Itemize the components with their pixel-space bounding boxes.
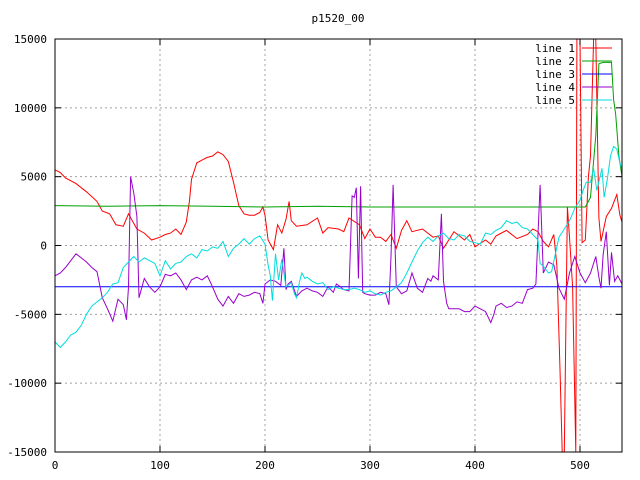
y-tick-label: 10000	[14, 102, 47, 115]
x-axis: 0 100 200 300 400 500	[52, 39, 590, 472]
legend-label: line 1	[535, 42, 575, 55]
x-tick-label: 400	[465, 459, 485, 472]
x-tick-label: 0	[52, 459, 59, 472]
y-axis: -15000 -10000 -5000 0 5000 10000 15000	[7, 33, 622, 459]
x-tick-label: 300	[360, 459, 380, 472]
series-line-5	[55, 145, 622, 349]
chart-title: p1520_00	[312, 12, 365, 25]
y-tick-label: 0	[40, 240, 47, 253]
y-tick-label: 5000	[21, 171, 48, 184]
y-tick-label: -5000	[14, 308, 47, 321]
y-tick-label: 15000	[14, 33, 47, 46]
legend-label: line 4	[535, 81, 575, 94]
y-tick-label: -15000	[7, 446, 47, 459]
x-tick-label: 100	[150, 459, 170, 472]
x-tick-label: 200	[255, 459, 275, 472]
series-line-2	[55, 61, 622, 208]
legend-label: line 5	[535, 94, 575, 107]
series-line-4	[55, 176, 622, 324]
legend-label: line 2	[535, 55, 575, 68]
y-tick-label: -10000	[7, 377, 47, 390]
legend-label: line 3	[535, 68, 575, 81]
x-tick-label: 500	[570, 459, 590, 472]
data-series	[55, 39, 622, 452]
